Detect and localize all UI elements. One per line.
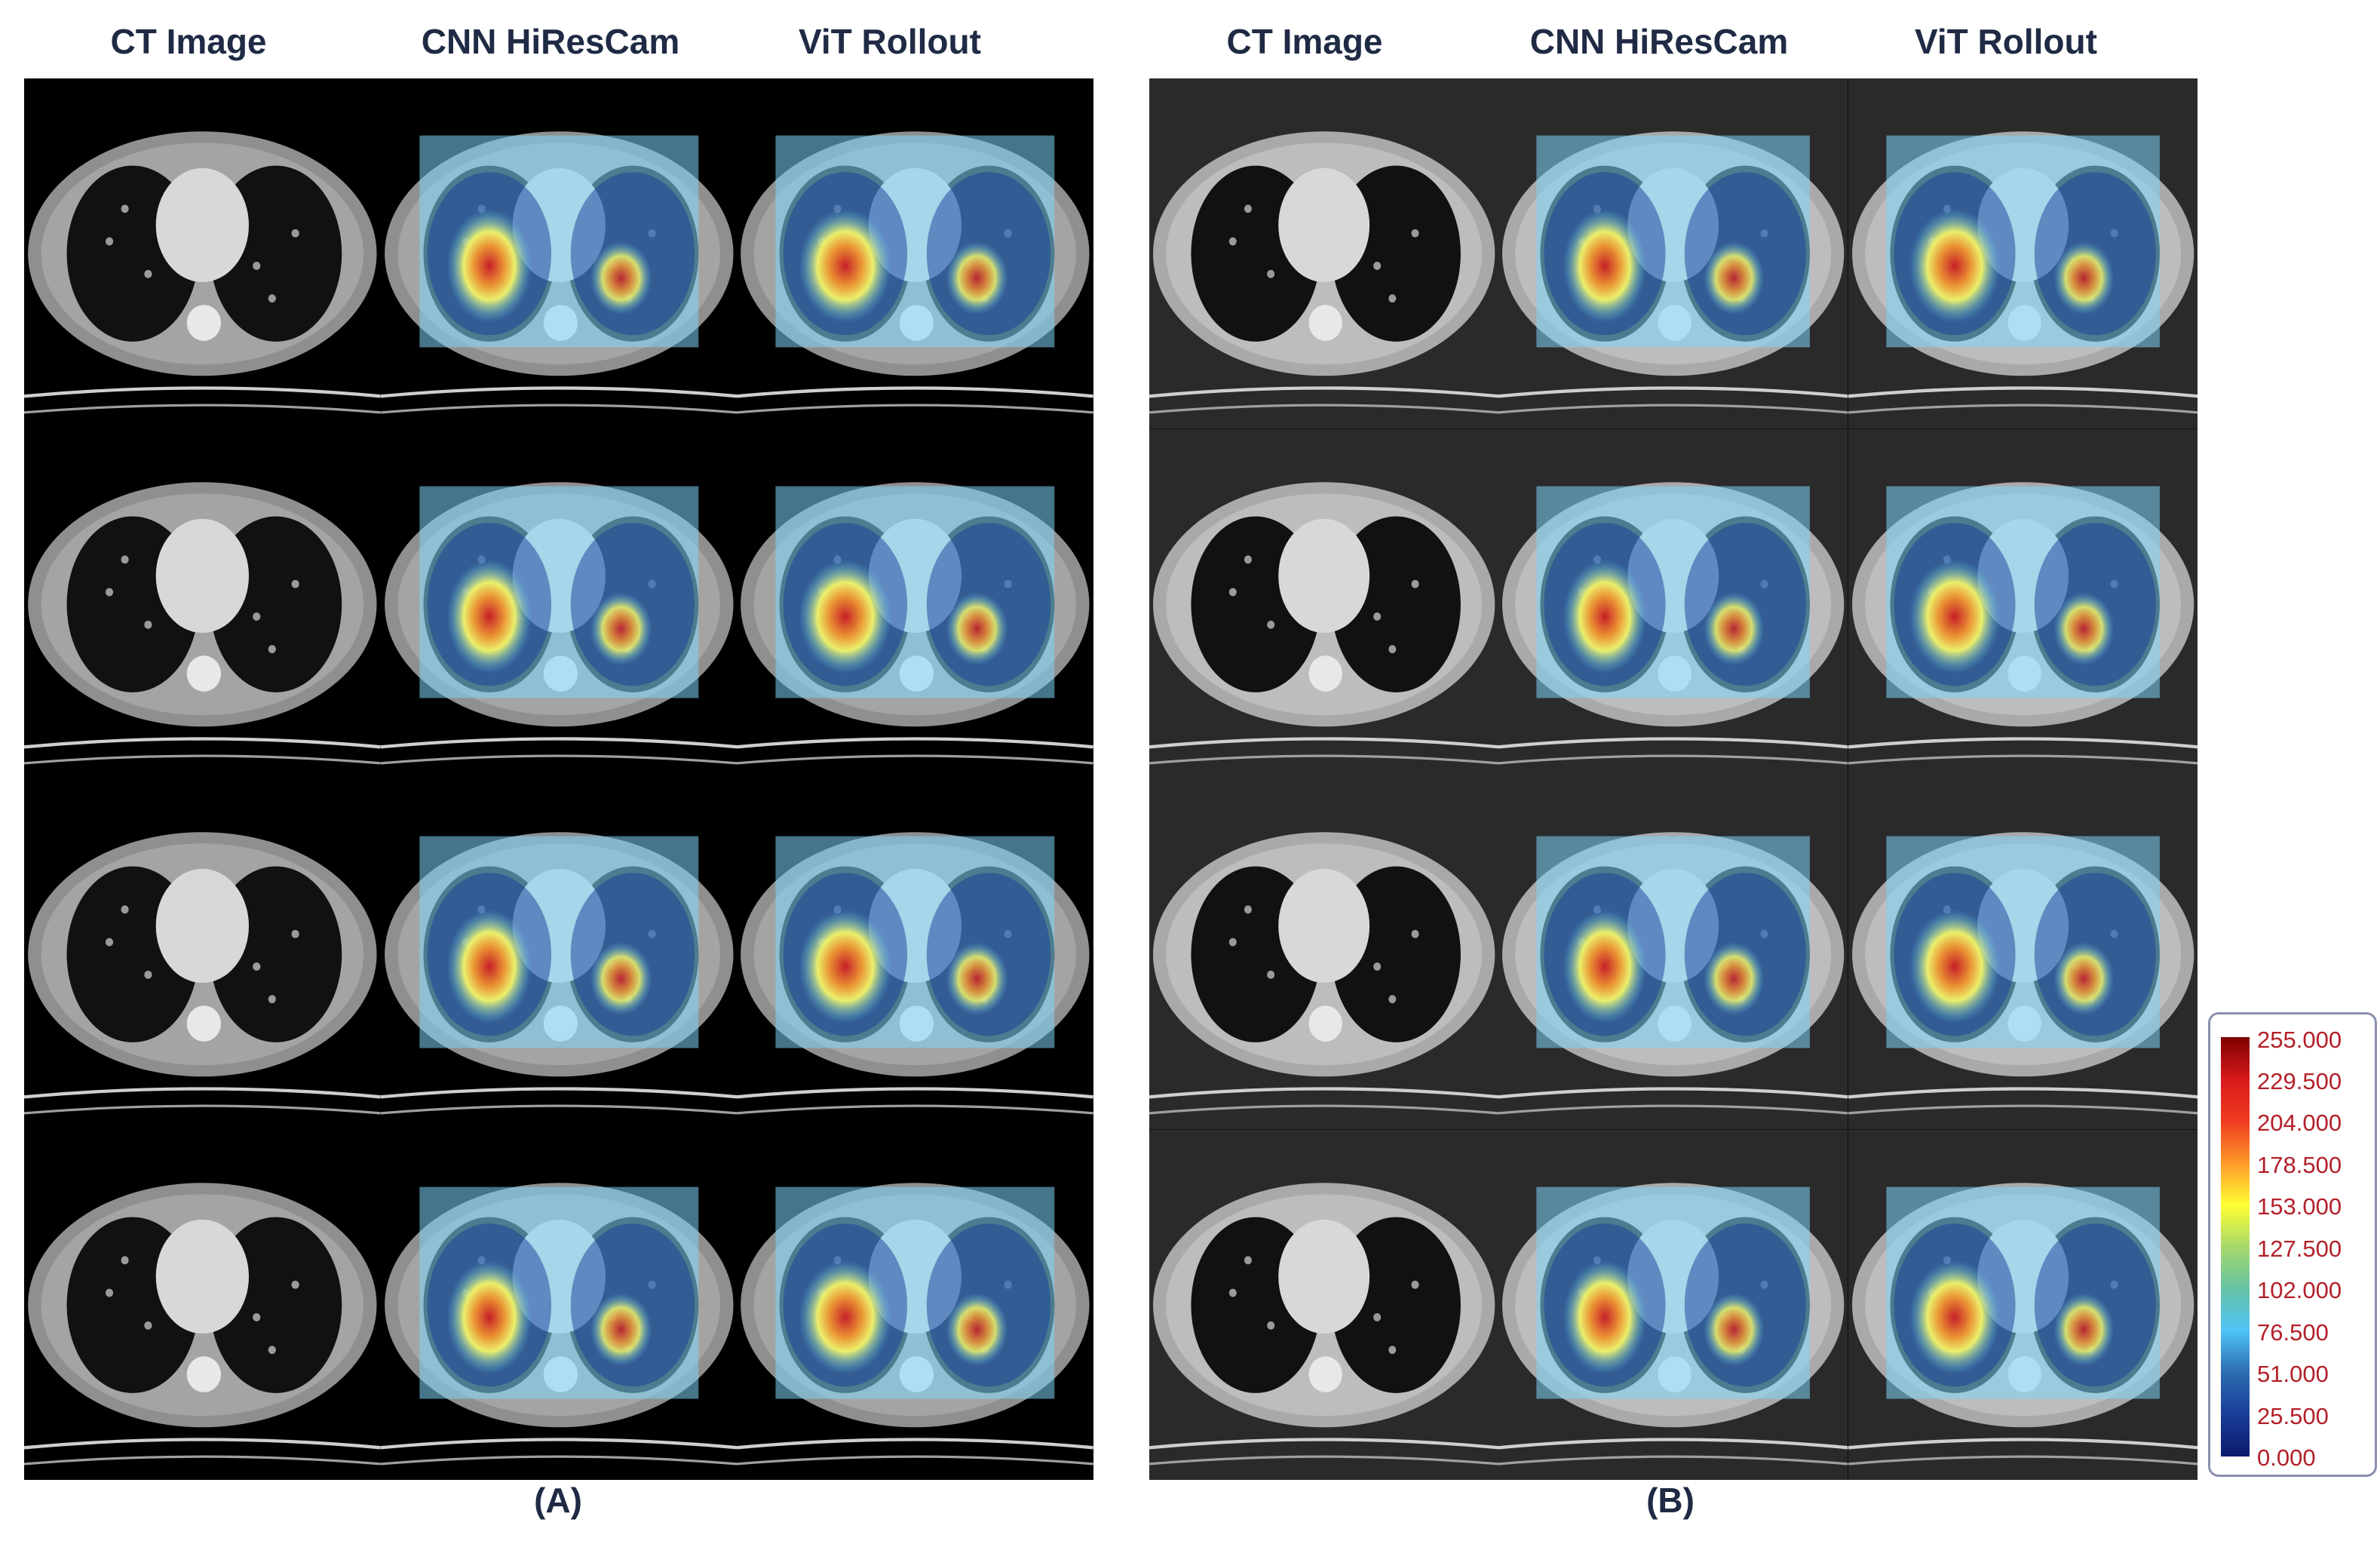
colorbar-tick: 178.500 [2257, 1152, 2342, 1178]
panel-a-image-grid [24, 78, 1093, 1480]
cnn-hirescam-heatmap [380, 1129, 738, 1480]
colorbar-tick: 153.000 [2257, 1193, 2342, 1220]
colorbar-gradient [2221, 1037, 2250, 1457]
ct-image [24, 1129, 381, 1480]
colorbar-tick: 255.000 [2257, 1027, 2342, 1053]
panel-b-image-grid [1149, 78, 2198, 1480]
ct-image [1149, 78, 1499, 429]
vit-rollout-heatmap [1848, 1129, 2198, 1480]
cnn-hirescam-heatmap [380, 78, 738, 429]
panel-a-col-title-cnn: CNN HiResCam [421, 22, 680, 61]
cnn-hirescam-heatmap [1498, 78, 1848, 429]
ct-image [1149, 428, 1499, 779]
panel-a-label: (A) [534, 1481, 582, 1520]
cnn-hirescam-heatmap [380, 779, 738, 1130]
cnn-hirescam-heatmap [1498, 779, 1848, 1130]
vit-rollout-heatmap [737, 78, 1093, 429]
panel-b-col-title-ct: CT Image [1226, 22, 1383, 61]
vit-rollout-heatmap [1848, 779, 2198, 1130]
ct-image [24, 428, 381, 779]
vit-rollout-heatmap [737, 1129, 1093, 1480]
cnn-hirescam-heatmap [1498, 1129, 1848, 1480]
panel-b-col-title-vit: ViT Rollout [1915, 22, 2097, 61]
ct-image [24, 78, 381, 429]
vit-rollout-heatmap [1848, 78, 2198, 429]
colorbar-tick: 25.500 [2257, 1403, 2329, 1429]
panel-b-col-title-cnn: CNN HiResCam [1529, 22, 1789, 61]
cnn-hirescam-heatmap [380, 428, 738, 779]
vit-rollout-heatmap [737, 428, 1093, 779]
colorbar-tick: 102.000 [2257, 1277, 2342, 1303]
colorbar-tick: 76.500 [2257, 1319, 2329, 1346]
ct-image [1149, 1129, 1499, 1480]
panel-b-label: (B) [1646, 1481, 1695, 1520]
vit-rollout-heatmap [737, 779, 1093, 1130]
panel-a-col-title-vit: ViT Rollout [799, 22, 981, 61]
ct-image [24, 779, 381, 1130]
cnn-hirescam-heatmap [1498, 428, 1848, 779]
panel-a-col-title-ct: CT Image [110, 22, 267, 61]
ct-image [1149, 779, 1499, 1130]
vit-rollout-heatmap [1848, 428, 2198, 779]
colorbar-tick: 51.000 [2257, 1361, 2329, 1387]
colorbar-tick: 0.000 [2257, 1444, 2316, 1471]
colorbar-tick: 229.500 [2257, 1068, 2342, 1094]
colorbar-tick: 204.000 [2257, 1110, 2342, 1136]
colorbar-tick: 127.500 [2257, 1236, 2342, 1262]
colorbar-legend: 255.000 229.500 204.000 178.500 153.000 … [2208, 1012, 2377, 1477]
